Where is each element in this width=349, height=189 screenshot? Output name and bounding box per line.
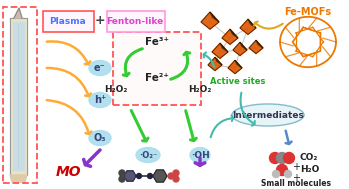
Text: Fe-MOFs: Fe-MOFs (284, 7, 332, 17)
Text: Small molecules: Small molecules (261, 178, 331, 187)
FancyBboxPatch shape (113, 32, 201, 105)
Circle shape (168, 173, 174, 179)
Text: Active sites: Active sites (210, 77, 266, 87)
Circle shape (119, 170, 125, 176)
Text: Fe³⁺: Fe³⁺ (145, 37, 169, 47)
Polygon shape (13, 22, 24, 170)
Text: Intermediates: Intermediates (232, 111, 304, 119)
Text: ·OH: ·OH (191, 150, 209, 160)
Circle shape (283, 153, 295, 163)
Circle shape (148, 174, 153, 178)
Text: +: + (292, 173, 300, 183)
FancyBboxPatch shape (106, 11, 164, 32)
Text: Fenton-like: Fenton-like (106, 16, 164, 26)
Polygon shape (14, 8, 22, 18)
Circle shape (269, 153, 281, 163)
Ellipse shape (232, 104, 304, 126)
Text: H₂O₂: H₂O₂ (104, 85, 128, 94)
Polygon shape (235, 60, 242, 68)
Ellipse shape (190, 147, 210, 163)
Circle shape (273, 170, 280, 177)
FancyBboxPatch shape (43, 11, 94, 32)
Text: H₂O: H₂O (300, 166, 319, 174)
Text: +: + (292, 162, 300, 172)
Polygon shape (212, 43, 228, 58)
Polygon shape (10, 175, 27, 182)
Circle shape (136, 174, 141, 178)
Polygon shape (230, 29, 238, 38)
Polygon shape (10, 18, 27, 175)
Text: h⁺: h⁺ (94, 95, 106, 105)
Text: H₂O₂: H₂O₂ (188, 85, 212, 94)
Polygon shape (233, 42, 247, 56)
Polygon shape (228, 60, 242, 74)
Ellipse shape (89, 92, 111, 108)
Text: e⁻: e⁻ (94, 63, 106, 73)
Polygon shape (240, 42, 247, 50)
Circle shape (119, 176, 125, 182)
Text: CO₂: CO₂ (300, 153, 318, 163)
Text: ·O₂⁻: ·O₂⁻ (139, 150, 157, 160)
Circle shape (284, 170, 291, 177)
Text: O₃: O₃ (94, 133, 106, 143)
Text: Fe²⁺: Fe²⁺ (145, 73, 169, 83)
Polygon shape (222, 29, 238, 44)
Ellipse shape (136, 147, 160, 163)
Circle shape (173, 170, 179, 176)
Polygon shape (208, 57, 222, 71)
Ellipse shape (89, 60, 111, 75)
Ellipse shape (89, 130, 111, 146)
Circle shape (173, 176, 179, 182)
Polygon shape (256, 40, 263, 48)
Polygon shape (220, 43, 228, 52)
Polygon shape (210, 12, 219, 22)
Circle shape (276, 164, 288, 176)
Text: Plasma: Plasma (50, 16, 86, 26)
Polygon shape (249, 40, 263, 54)
Text: MO: MO (55, 165, 81, 179)
Polygon shape (215, 57, 222, 65)
Polygon shape (124, 171, 136, 181)
Circle shape (276, 153, 288, 163)
Polygon shape (248, 19, 256, 28)
Text: +: + (95, 15, 105, 28)
Polygon shape (201, 12, 219, 29)
Polygon shape (240, 19, 256, 34)
Polygon shape (153, 170, 167, 182)
